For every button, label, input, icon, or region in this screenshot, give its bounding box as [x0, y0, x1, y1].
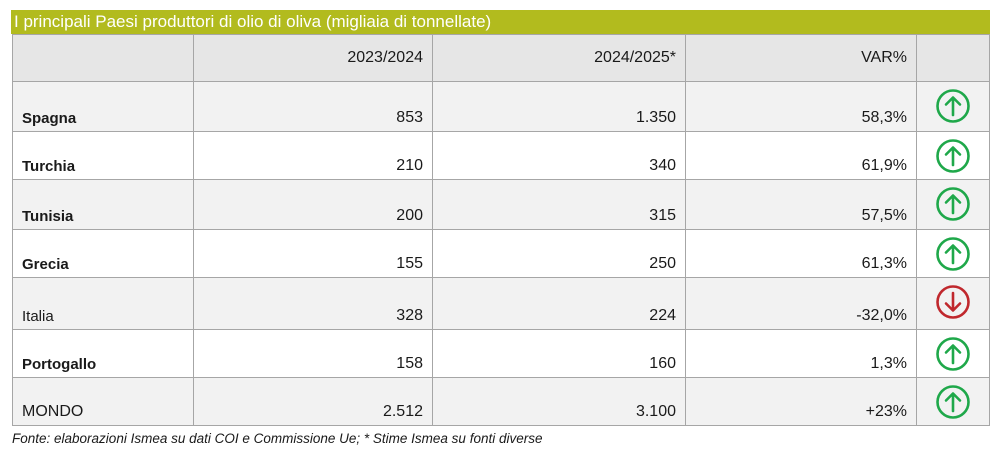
arrow-up-circle-icon: [936, 337, 970, 371]
country-cell: Turchia: [12, 131, 194, 180]
table-row: Grecia 155 250 61,3%: [12, 229, 990, 278]
table-row: Tunisia 200 315 57,5%: [12, 179, 990, 230]
value-2023-2024-cell: 200: [193, 179, 433, 230]
var-percent-cell: 61,3%: [685, 229, 917, 278]
value-2024-2025-cell: 3.100: [432, 377, 686, 426]
country-cell: Tunisia: [12, 179, 194, 230]
value-2024-2025-cell: 250: [432, 229, 686, 278]
header-country: [12, 34, 194, 82]
value-2023-2024-cell: 853: [193, 81, 433, 132]
trend-cell: [916, 377, 990, 426]
value-2024-2025-cell: 315: [432, 179, 686, 230]
arrow-up-circle-icon: [936, 89, 970, 123]
header-2024-2025: 2024/2025*: [432, 34, 686, 82]
trend-cell: [916, 131, 990, 180]
var-percent-cell: 61,9%: [685, 131, 917, 180]
table-row: Spagna 853 1.350 58,3%: [12, 81, 990, 132]
value-2023-2024-cell: 328: [193, 277, 433, 330]
header-trend: [916, 34, 990, 82]
country-cell: Portogallo: [12, 329, 194, 378]
trend-cell: [916, 179, 990, 230]
trend-cell: [916, 81, 990, 132]
var-percent-cell: -32,0%: [685, 277, 917, 330]
value-2024-2025-cell: 1.350: [432, 81, 686, 132]
arrow-up-circle-icon: [936, 237, 970, 271]
arrow-up-circle-icon: [936, 139, 970, 173]
table-row: Turchia 210 340 61,9%: [12, 131, 990, 180]
trend-cell: [916, 329, 990, 378]
table-row: Italia 328 224 -32,0%: [12, 277, 990, 330]
value-2023-2024-cell: 2.512: [193, 377, 433, 426]
table-row: MONDO 2.512 3.100 +23%: [12, 377, 990, 426]
header-var: VAR%: [685, 34, 917, 82]
production-table: 2023/2024 2024/2025* VAR% Spagna 853 1.350…: [12, 34, 990, 426]
arrow-up-circle-icon: [936, 385, 970, 419]
value-2024-2025-cell: 160: [432, 329, 686, 378]
country-cell: Grecia: [12, 229, 194, 278]
var-percent-cell: +23%: [685, 377, 917, 426]
source-footnote: Fonte: elaborazioni Ismea su dati COI e …: [12, 431, 543, 446]
arrow-up-circle-icon: [936, 187, 970, 221]
country-cell: Italia: [12, 277, 194, 330]
var-percent-cell: 1,3%: [685, 329, 917, 378]
var-percent-cell: 58,3%: [685, 81, 917, 132]
value-2024-2025-cell: 340: [432, 131, 686, 180]
var-percent-cell: 57,5%: [685, 179, 917, 230]
header-2023-2024: 2023/2024: [193, 34, 433, 82]
trend-cell: [916, 229, 990, 278]
table-title: I principali Paesi produttori di olio di…: [11, 10, 990, 34]
header-row: 2023/2024 2024/2025* VAR%: [12, 34, 990, 82]
value-2023-2024-cell: 155: [193, 229, 433, 278]
value-2024-2025-cell: 224: [432, 277, 686, 330]
trend-cell: [916, 277, 990, 330]
value-2023-2024-cell: 158: [193, 329, 433, 378]
country-cell: MONDO: [12, 377, 194, 426]
country-cell: Spagna: [12, 81, 194, 132]
value-2023-2024-cell: 210: [193, 131, 433, 180]
table-row: Portogallo 158 160 1,3%: [12, 329, 990, 378]
arrow-down-circle-icon: [936, 285, 970, 319]
